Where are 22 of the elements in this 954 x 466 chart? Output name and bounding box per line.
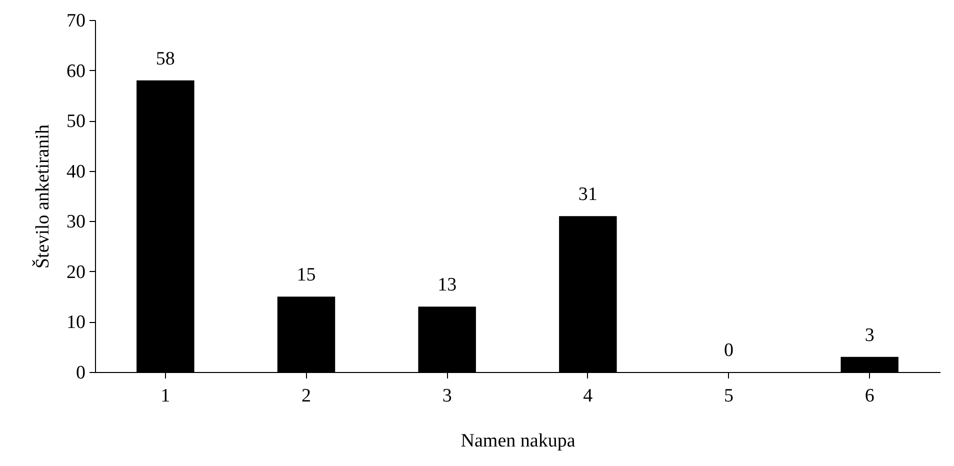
x-tick-label: 4 <box>583 386 594 406</box>
y-tick-label: 20 <box>66 262 86 283</box>
y-tick-label: 0 <box>76 362 86 384</box>
data-label: 0 <box>724 340 734 361</box>
y-tick-label: 70 <box>66 10 86 32</box>
x-tick-label: 3 <box>442 386 452 406</box>
y-tick-label: 30 <box>66 212 86 233</box>
x-tick-label: 5 <box>724 386 734 406</box>
data-label: 15 <box>296 264 316 286</box>
y-axis-title: Število anketiranih <box>32 124 54 269</box>
y-tick-label: 50 <box>66 111 86 132</box>
y-tick-label: 60 <box>66 60 86 82</box>
x-axis-title: Namen nakupa <box>460 430 576 452</box>
y-tick-label: 10 <box>66 312 86 334</box>
data-label: 31 <box>578 184 598 206</box>
data-label: 58 <box>156 48 175 70</box>
y-tick-label: 40 <box>66 161 86 182</box>
data-label: 3 <box>864 324 874 346</box>
x-tick-label: 6 <box>864 386 874 406</box>
data-label: 13 <box>438 274 457 296</box>
x-tick-label: 2 <box>302 386 311 406</box>
x-tick-label: 1 <box>160 386 170 406</box>
